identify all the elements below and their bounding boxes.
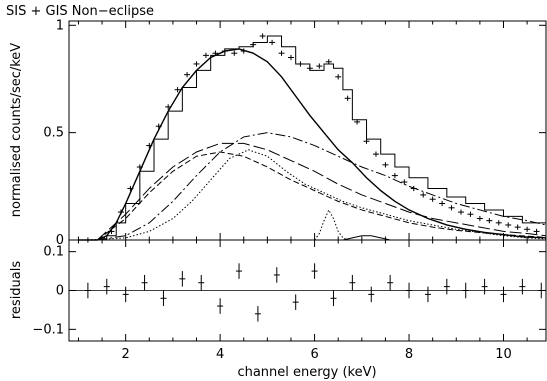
spectrum-series-group xyxy=(78,33,547,243)
tick-labels: 00.51−0.100.12 4 6 8 10 xyxy=(32,18,511,362)
model-curve-solid-model-1 xyxy=(78,48,547,241)
model-curve-dotted-7 xyxy=(314,208,348,241)
x-tick-label: 8 xyxy=(405,347,413,362)
spectrum-y-tick-label: 0 xyxy=(56,233,64,248)
spectrum-y-tick-label: 0.5 xyxy=(43,126,64,141)
model-curve-dash-dot-3 xyxy=(97,132,547,241)
x-tick-label: 10 xyxy=(495,347,512,362)
spectrum-y-tick-label: 1 xyxy=(56,18,64,33)
residuals-y-tick-label: −0.1 xyxy=(32,322,64,337)
residuals-y-tick-label: 0 xyxy=(56,284,64,299)
residuals-ylabel: residuals xyxy=(9,261,24,320)
x-tick-label: 4 xyxy=(216,347,224,362)
model-curve-dotted-6 xyxy=(87,149,547,241)
tick-marks xyxy=(69,21,546,341)
residuals-series-group xyxy=(69,263,546,322)
model-curve-solid-thin-8 xyxy=(342,235,391,241)
model-curve-histogram-model-2 xyxy=(78,35,547,241)
spectrum-ylabel: normalised counts/sec/keV xyxy=(9,43,24,218)
x-axis-label: channel energy (keV) xyxy=(237,365,376,380)
residuals-y-tick-label: 0.1 xyxy=(43,245,64,260)
spectrum-panel-frame xyxy=(68,20,547,241)
x-tick-label: 6 xyxy=(310,347,318,362)
x-tick-label: 2 xyxy=(122,347,130,362)
chart-title: SIS + GIS Non−eclipse xyxy=(6,4,154,19)
